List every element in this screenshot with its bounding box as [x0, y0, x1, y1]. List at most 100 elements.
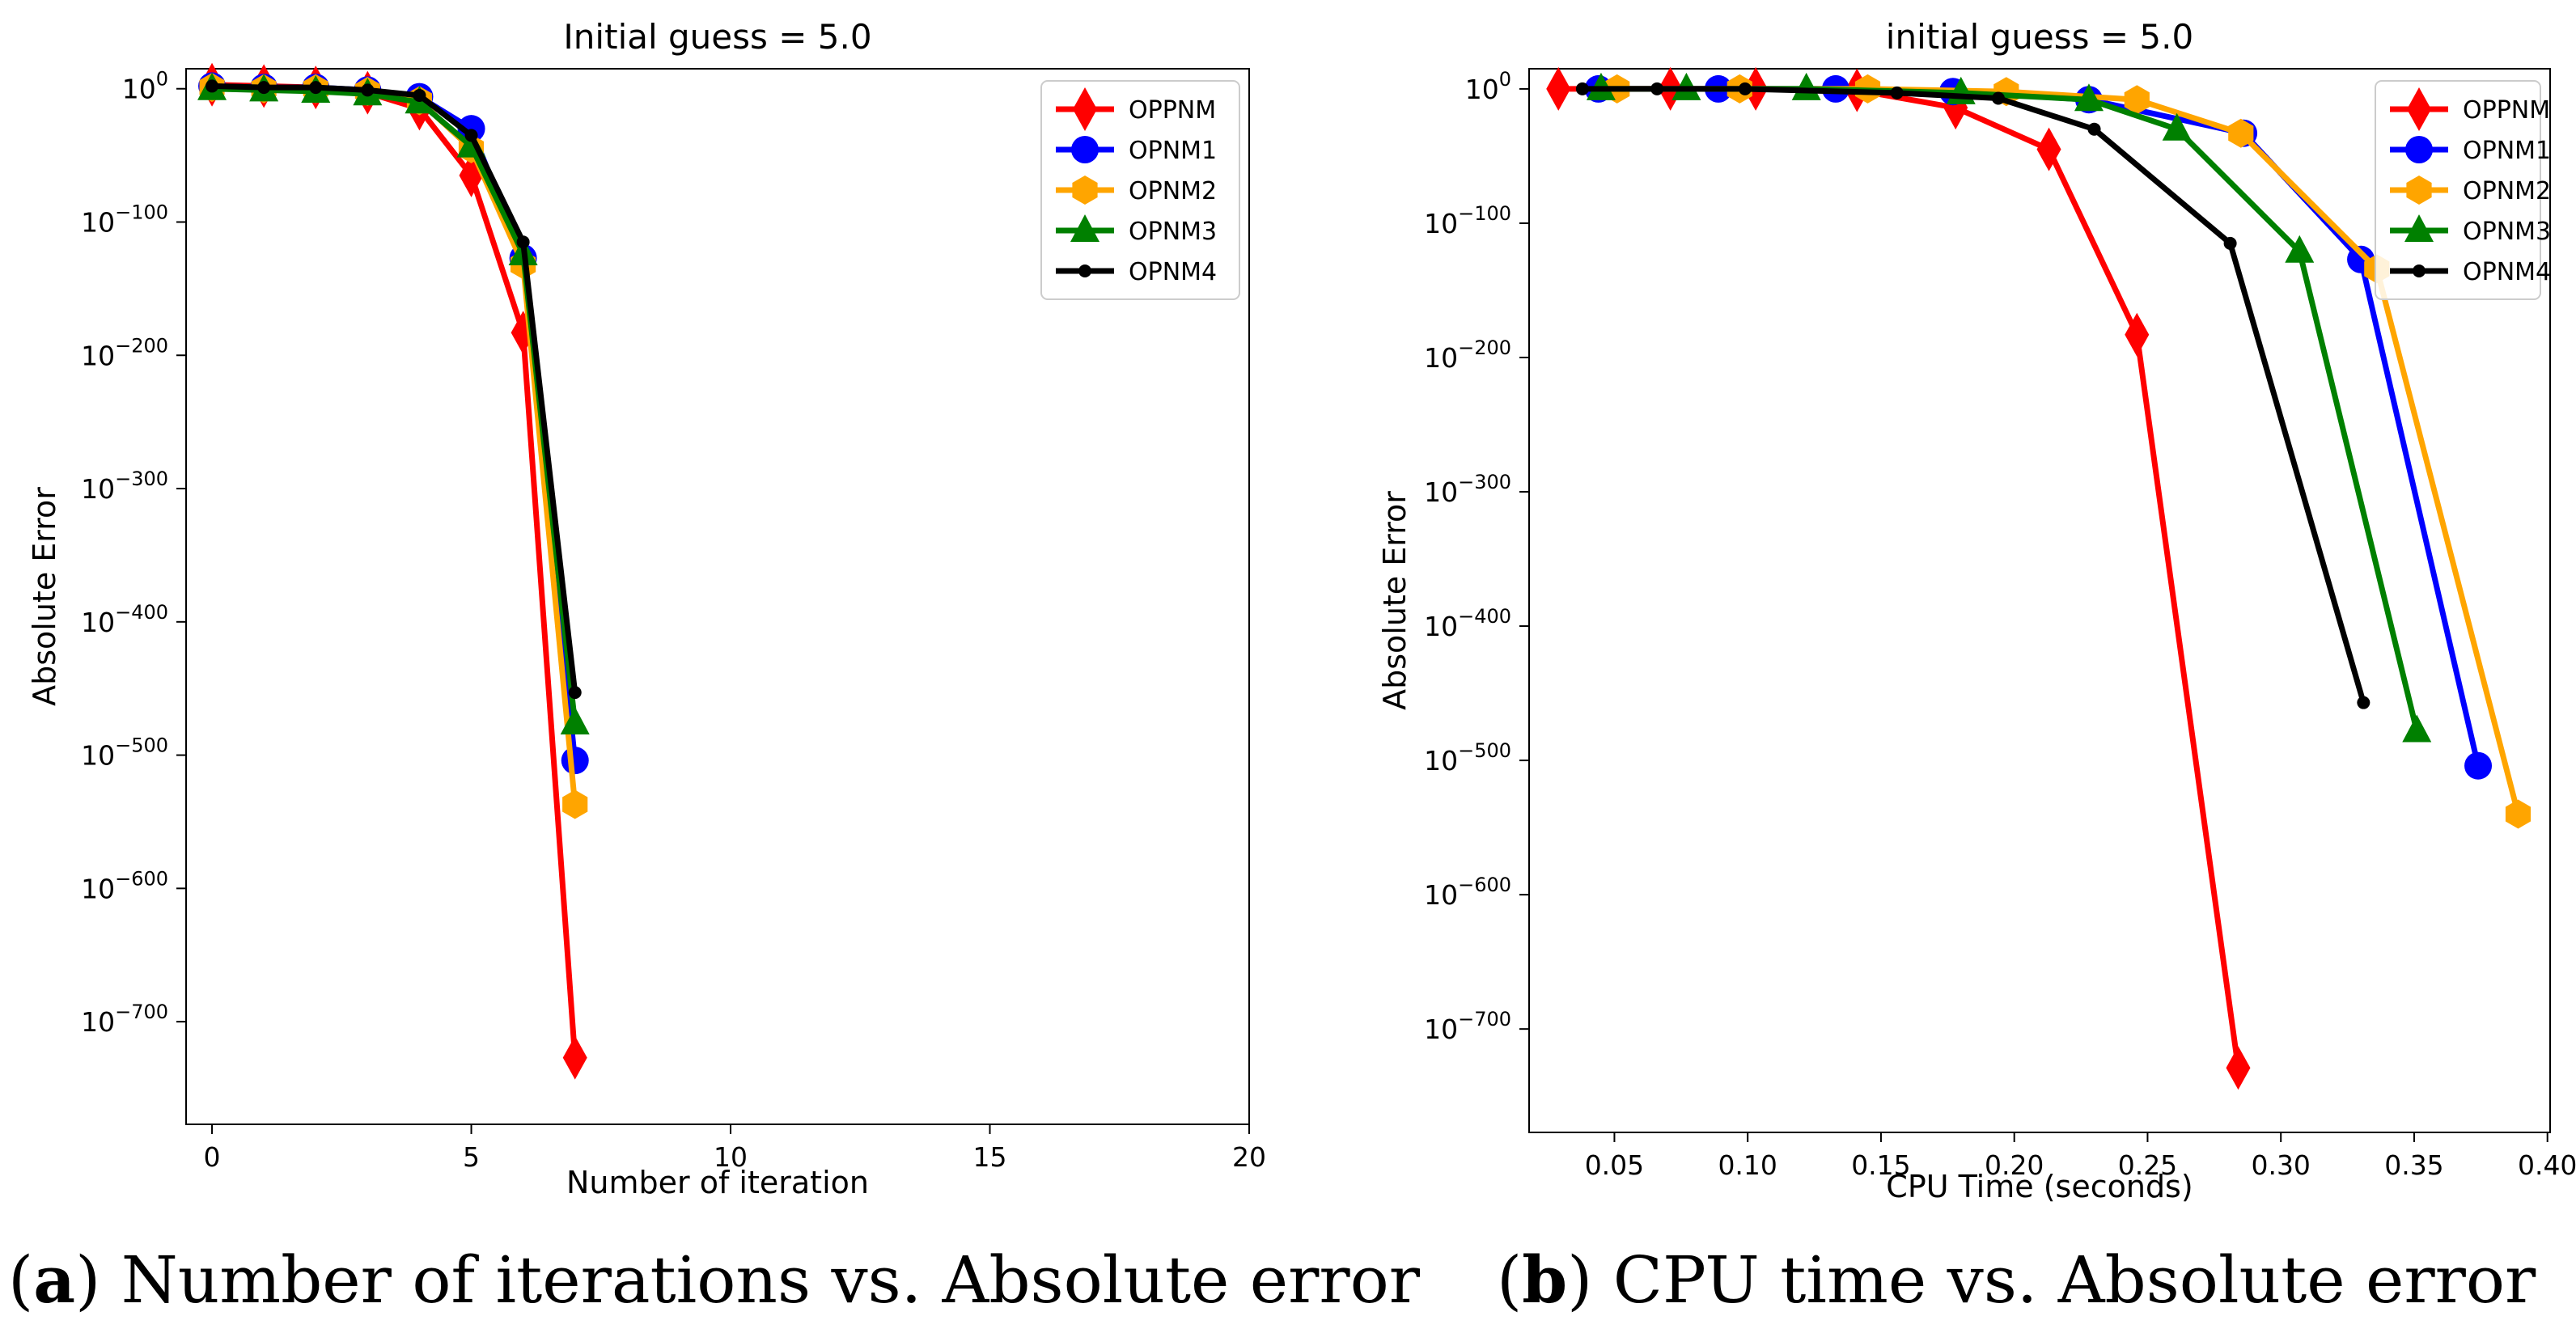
data-point-opnm2 [562, 789, 588, 819]
legend-marker-opnm4 [2413, 264, 2426, 277]
data-point-opnm4 [309, 81, 323, 95]
x-tick-label: 0.20 [1985, 1149, 2044, 1181]
data-point-oppnm [1546, 66, 1571, 111]
legend-marker-opnm1 [1071, 136, 1099, 163]
legend-marker-oppnm [2407, 87, 2431, 131]
series-line-opnm4 [1582, 86, 2366, 704]
chart-panel-a: Initial guess = 5.0 0 5 10 15 20 100 10−100 10−2… [27, 17, 1266, 1200]
y-tick-label: 10−300 [81, 468, 168, 505]
series-line-opnm2 [211, 84, 578, 805]
data-point-opnm1 [561, 747, 589, 775]
x-tick-label: 10 [714, 1141, 748, 1173]
data-point-opnm4 [1991, 91, 2005, 105]
y-tick-label: 10−700 [81, 1001, 168, 1038]
data-point-opnm4 [464, 129, 478, 142]
x-tick-label: 0.25 [2118, 1149, 2177, 1181]
data-point-oppnm [2125, 312, 2150, 357]
y-tick-label: 10−500 [1424, 739, 1511, 777]
data-point-opnm4 [361, 83, 375, 97]
data-point-opnm4 [1890, 86, 1904, 99]
chart-panel-b: initial guess = 5.0 0.05 0.10 0.15 0.20 0.25 0… [1377, 17, 2576, 1204]
legend-label-opnm2: OPNM2 [2463, 177, 2551, 205]
data-point-opnm2 [2228, 118, 2254, 148]
data-point-opnm3 [2162, 112, 2192, 141]
y-tick-label: 10−600 [1424, 874, 1511, 911]
y-tick-label: 10−100 [1424, 202, 1511, 239]
x-tick-label: 0.10 [1718, 1149, 1777, 1181]
series-line-opnm1 [1598, 86, 2481, 767]
y-tick-label: 10−700 [1424, 1008, 1511, 1045]
data-point-oppnm [2036, 127, 2061, 171]
data-point-opnm3 [2074, 83, 2104, 112]
legend-box [2375, 80, 2541, 300]
plot-frame [1528, 68, 2551, 1133]
caption-b-label: b [1522, 1242, 1568, 1318]
legend-box [1040, 80, 1240, 300]
data-point-opnm1 [2464, 751, 2493, 780]
chart-title: initial guess = 5.0 [1886, 17, 2193, 57]
legend-marker-opnm4 [1078, 264, 1091, 277]
y-axis-label: Absolute Error [27, 487, 62, 706]
x-tick-label: 15 [973, 1141, 1007, 1173]
data-point-opnm4 [1575, 82, 1589, 95]
x-tick-label: 20 [1232, 1141, 1266, 1173]
legend-marker-opnm1 [2405, 136, 2433, 163]
y-tick-label: 10−600 [81, 867, 168, 904]
legend-marker-opnm2 [2406, 176, 2432, 205]
data-point-opnm4 [1738, 82, 1752, 95]
series-line-opnm1 [211, 83, 578, 761]
data-point-opnm3 [2402, 714, 2432, 743]
data-point-opnm2 [2505, 799, 2531, 829]
x-tick-label: 0.05 [1585, 1149, 1644, 1181]
legend-label-opnm3: OPNM3 [2463, 218, 2551, 246]
data-point-opnm4 [2223, 236, 2237, 250]
x-axis-label: Number of iteration [566, 1165, 869, 1200]
y-tick-label: 10−400 [81, 601, 168, 638]
caption-a: (a) Number of iterations vs. Absolute er… [8, 1242, 1421, 1318]
y-tick-label: 100 [1465, 68, 1511, 105]
y-tick-label: 10−200 [81, 334, 168, 371]
legend-label-opnm1: OPNM1 [1129, 137, 1217, 165]
legend: OPPNM OPNM1 OPNM2 OPNM3 OPNM4 [1040, 80, 1240, 300]
legend-marker-opnm3 [2404, 214, 2434, 242]
data-point-opnm4 [257, 81, 271, 95]
legend-marker-oppnm [1073, 87, 1097, 131]
legend-label-opnm3: OPNM3 [1129, 218, 1217, 246]
x-tick-label: 0.35 [2384, 1149, 2443, 1181]
data-point-opnm3 [560, 707, 590, 735]
legend-label-opnm1: OPNM1 [2463, 137, 2551, 165]
data-point-opnm4 [413, 88, 426, 102]
legend: OPPNM OPNM1 OPNM2 OPNM3 OPNM4 [2375, 80, 2551, 300]
data-point-oppnm [562, 1035, 587, 1080]
legend-label-oppnm: OPPNM [2463, 96, 2550, 125]
x-axis-label: CPU Time (seconds) [1886, 1169, 2193, 1204]
y-axis-label: Absolute Error [1377, 491, 1413, 710]
x-tick-label: 5 [463, 1141, 480, 1173]
caption-a-label: a [33, 1242, 76, 1318]
y-tick-label: 10−100 [81, 201, 168, 238]
x-tick-label: 0.30 [2251, 1149, 2310, 1181]
data-point-opnm4 [2087, 122, 2101, 136]
legend-label-opnm4: OPNM4 [2463, 258, 2551, 286]
data-point-opnm2 [2124, 85, 2150, 115]
data-point-opnm3 [2285, 235, 2315, 263]
data-point-opnm4 [1650, 82, 1664, 95]
data-point-opnm4 [516, 235, 530, 249]
data-point-oppnm [2226, 1046, 2251, 1090]
x-tick-label: 0.15 [1851, 1149, 1910, 1181]
caption-a-text: Number of iterations vs. Absolute error [121, 1242, 1421, 1318]
y-tick-label: 100 [122, 68, 168, 105]
y-tick-label: 10−300 [1424, 471, 1511, 508]
x-tick-label: 0 [204, 1141, 221, 1173]
series-line-oppnm [1558, 86, 2241, 1069]
series-line-opnm4 [211, 83, 578, 693]
chart-title: Initial guess = 5.0 [563, 17, 871, 57]
caption-b: (b) CPU time vs. Absolute error [1497, 1242, 2536, 1318]
x-tick-label: 0.40 [2518, 1149, 2576, 1181]
data-point-opnm4 [205, 79, 219, 93]
legend-marker-opnm2 [1072, 176, 1098, 205]
data-point-opnm4 [2357, 696, 2371, 709]
legend-label-opnm4: OPNM4 [1129, 258, 1217, 286]
series-line-opnm3 [211, 86, 578, 724]
